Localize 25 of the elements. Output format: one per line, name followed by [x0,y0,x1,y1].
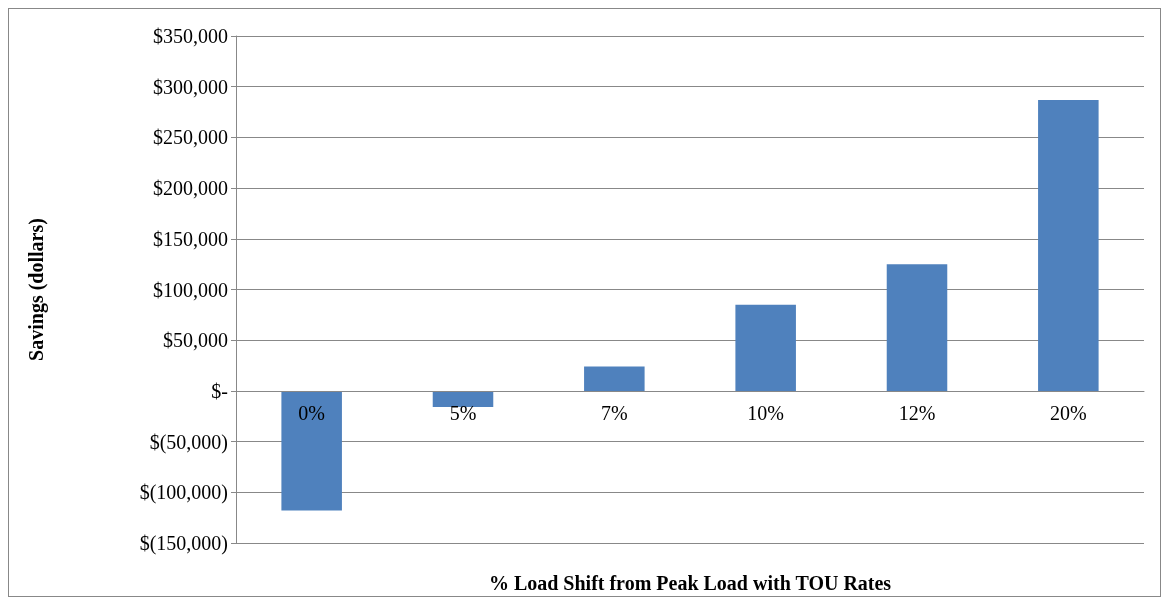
x-axis-title: % Load Shift from Peak Load with TOU Rates [488,571,892,594]
y-tick-label: $(100,000) [139,481,228,505]
y-tick-label: $150,000 [153,227,228,250]
bar [432,390,494,408]
y-tick-label: $200,000 [153,177,228,200]
x-tick-label: 5% [449,401,477,424]
y-tick-label: $350,000 [153,25,228,47]
x-tick-label: 10% [747,401,784,424]
x-tick-label: 12% [898,401,936,424]
bar [584,366,645,391]
bar [281,390,342,511]
bar [886,264,948,391]
y-axis-title: Savings (dollars) [25,218,48,361]
y-tick-label: $300,000 [153,75,228,98]
y-tick-label: $- [211,379,228,402]
y-tick-label: $100,000 [153,278,228,301]
y-tick-label: $50,000 [163,329,228,352]
y-tick-label: $250,000 [153,126,228,149]
bar [1038,99,1099,391]
y-tick-label: $(50,000) [149,430,228,454]
x-tick-label: 20% [1050,401,1087,424]
x-tick-label: 0% [298,401,325,424]
bar [735,304,796,391]
x-tick-label: 7% [601,401,628,424]
y-tick-label: $(150,000) [139,532,228,555]
